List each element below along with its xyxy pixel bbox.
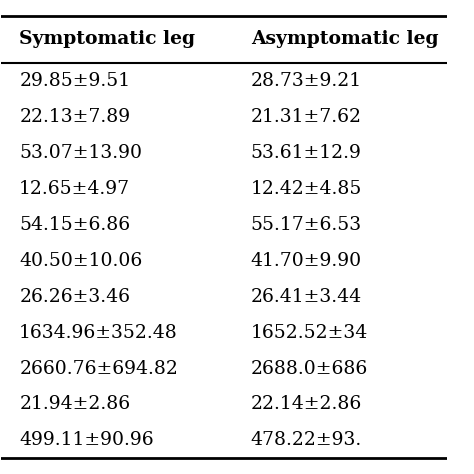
Text: 12.65±4.97: 12.65±4.97 (19, 180, 130, 198)
Text: 22.13±7.89: 22.13±7.89 (19, 108, 130, 126)
Text: Symptomatic leg: Symptomatic leg (19, 30, 195, 48)
Text: 2660.76±694.82: 2660.76±694.82 (19, 359, 178, 377)
Text: 22.14±2.86: 22.14±2.86 (251, 395, 362, 413)
Text: 28.73±9.21: 28.73±9.21 (251, 72, 362, 90)
Text: 41.70±9.90: 41.70±9.90 (251, 252, 362, 270)
Text: 478.22±93.: 478.22±93. (251, 431, 362, 449)
Text: 2688.0±686: 2688.0±686 (251, 359, 368, 377)
Text: 53.07±13.90: 53.07±13.90 (19, 144, 142, 162)
Text: 21.31±7.62: 21.31±7.62 (251, 108, 362, 126)
Text: 53.61±12.9: 53.61±12.9 (251, 144, 362, 162)
Text: 499.11±90.96: 499.11±90.96 (19, 431, 154, 449)
Text: 54.15±6.86: 54.15±6.86 (19, 216, 130, 234)
Text: 26.26±3.46: 26.26±3.46 (19, 288, 130, 306)
Text: 29.85±9.51: 29.85±9.51 (19, 72, 130, 90)
Text: 12.42±4.85: 12.42±4.85 (251, 180, 362, 198)
Text: 40.50±10.06: 40.50±10.06 (19, 252, 143, 270)
Text: 1634.96±352.48: 1634.96±352.48 (19, 324, 178, 342)
Text: 21.94±2.86: 21.94±2.86 (19, 395, 130, 413)
Text: 55.17±6.53: 55.17±6.53 (251, 216, 362, 234)
Text: Asymptomatic leg: Asymptomatic leg (251, 30, 438, 48)
Text: 26.41±3.44: 26.41±3.44 (251, 288, 362, 306)
Text: 1652.52±34: 1652.52±34 (251, 324, 368, 342)
